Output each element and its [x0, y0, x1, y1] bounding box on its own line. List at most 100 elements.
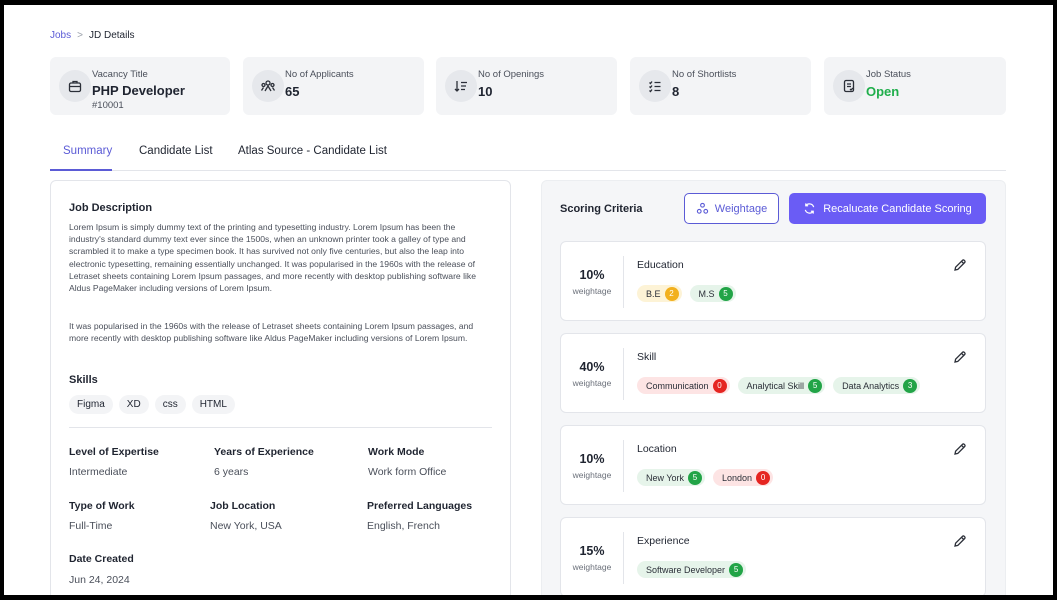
checklist-icon [639, 70, 671, 102]
users-icon [252, 70, 284, 102]
skill-chip: css [154, 395, 186, 414]
edit-pencil-icon[interactable] [953, 442, 967, 456]
job-details-panel: Job Description Lorem Ipsum is simply du… [50, 180, 511, 595]
breadcrumb-current: JD Details [88, 30, 135, 41]
stat-card-applicants: No of Applicants 65 [243, 57, 424, 115]
tag-label: Data Analytics [842, 380, 900, 391]
criteria-card-skill: 40% weightage Skill Communication 0 Anal… [560, 333, 986, 413]
tab-candidate-list[interactable]: Candidate List [139, 145, 213, 157]
tag-software-developer: Software Developer 5 [637, 561, 747, 578]
criteria-tags: New York 5 London 0 [637, 469, 774, 486]
job-location-value: New York, USA [210, 520, 282, 532]
tag-label: M.S [698, 288, 715, 299]
type-of-work-value: Full-Time [69, 520, 113, 532]
applicants-count: 65 [285, 84, 300, 99]
edit-pencil-icon[interactable] [953, 350, 967, 364]
scoring-criteria-title: Scoring Criteria [560, 203, 643, 215]
skills-title: Skills [69, 374, 98, 386]
skill-chip: Figma [69, 395, 113, 414]
app-window: Jobs > JD Details Vacancy Title PHP Deve… [4, 5, 1053, 595]
stat-label: Vacancy Title [92, 69, 148, 80]
criteria-percentage: 10% [579, 452, 605, 466]
job-description-title: Job Description [69, 202, 153, 214]
stat-card-status: Job Status Open [824, 57, 1006, 115]
skills-list: Figma XD css HTML [69, 395, 235, 414]
criteria-percentage: 10% [579, 268, 605, 282]
years-of-experience-label: Years of Experience [214, 446, 314, 458]
openings-count: 10 [478, 84, 493, 99]
tag-count-badge: 5 [718, 286, 733, 301]
tag-communication: Communication 0 [637, 377, 730, 394]
skill-chip: XD [118, 395, 149, 414]
divider [623, 532, 624, 584]
tab-bar: Summary Candidate List Atlas Source - Ca… [50, 135, 1006, 171]
vacancy-id: #10001 [92, 100, 124, 111]
breadcrumb-jobs-link[interactable]: Jobs [50, 30, 72, 41]
type-of-work-label: Type of Work [69, 500, 135, 512]
shortlists-count: 8 [672, 84, 680, 99]
criteria-tags: Software Developer 5 [637, 561, 747, 578]
clipboard-icon [833, 70, 865, 102]
job-description-text: Lorem Ipsum is simply dummy text of the … [69, 222, 476, 294]
tab-atlas-source-candidate-list[interactable]: Atlas Source - Candidate List [238, 145, 387, 157]
criteria-weightage-label: weightage [572, 286, 612, 296]
stat-label: No of Shortlists [672, 69, 737, 80]
weightage-button-label: Weightage [714, 202, 768, 215]
tag-label: Software Developer [646, 564, 726, 575]
stat-label: No of Applicants [285, 69, 354, 80]
criteria-tags: B.E 2 M.S 5 [637, 285, 736, 302]
criteria-name: Education [637, 259, 684, 271]
divider [623, 440, 624, 492]
tag-be: B.E 2 [637, 285, 682, 302]
tag-count-badge: 5 [729, 562, 744, 577]
tag-label: London [722, 472, 753, 483]
scoring-criteria-panel: Scoring Criteria Weightage Recalucate Ca… [541, 180, 1006, 595]
level-of-expertise-label: Level of Expertise [69, 446, 159, 458]
date-created-value: Jun 24, 2024 [69, 574, 130, 586]
weights-icon [696, 202, 708, 214]
breadcrumb: Jobs > JD Details [50, 30, 135, 41]
work-mode-value: Work form Office [368, 466, 447, 478]
criteria-name: Experience [637, 535, 690, 547]
tag-new-york: New York 5 [637, 469, 706, 486]
vacancy-title: PHP Developer [92, 83, 185, 98]
criteria-card-experience: 15% weightage Experience Software Develo… [560, 517, 986, 595]
tag-count-badge: 0 [712, 378, 727, 393]
criteria-card-education: 10% weightage Education B.E 2 M.S 5 [560, 241, 986, 321]
recalculate-button-label: Recalucate Candidate Scoring [823, 202, 972, 215]
stat-card-openings: No of Openings 10 [436, 57, 617, 115]
job-description-text-2: It was popularised in the 1960s with the… [69, 321, 474, 344]
skill-chip: HTML [191, 395, 235, 414]
preferred-languages-label: Preferred Languages [367, 500, 473, 512]
job-location-label: Job Location [210, 500, 276, 512]
tag-count-badge: 2 [664, 286, 679, 301]
active-tab-indicator [50, 169, 112, 171]
briefcase-icon [59, 70, 91, 102]
level-of-expertise-value: Intermediate [69, 466, 128, 478]
sort-list-icon [445, 70, 477, 102]
criteria-card-location: 10% weightage Location New York 5 London… [560, 425, 986, 505]
tag-count-badge: 5 [808, 378, 823, 393]
weightage-button[interactable]: Weightage [684, 193, 779, 224]
criteria-percentage: 40% [579, 360, 605, 374]
stat-label: No of Openings [478, 69, 545, 80]
recalculate-scoring-button[interactable]: Recalucate Candidate Scoring [789, 193, 986, 224]
stat-card-vacancy: Vacancy Title PHP Developer #10001 [50, 57, 230, 115]
date-created-label: Date Created [69, 553, 134, 565]
tag-label: Communication [646, 380, 709, 391]
divider [623, 348, 624, 400]
tag-count-badge: 5 [688, 470, 703, 485]
edit-pencil-icon[interactable] [953, 258, 967, 272]
divider [69, 427, 492, 428]
divider [623, 256, 624, 308]
edit-pencil-icon[interactable] [953, 534, 967, 548]
preferred-languages-value: English, French [367, 520, 440, 532]
stat-label: Job Status [866, 69, 911, 80]
criteria-name: Location [637, 443, 677, 455]
tag-count-badge: 0 [756, 470, 771, 485]
tab-summary[interactable]: Summary [63, 145, 113, 157]
criteria-percentage: 15% [579, 544, 605, 558]
refresh-icon [804, 203, 815, 214]
criteria-weightage-label: weightage [572, 470, 612, 480]
criteria-name: Skill [637, 351, 657, 363]
